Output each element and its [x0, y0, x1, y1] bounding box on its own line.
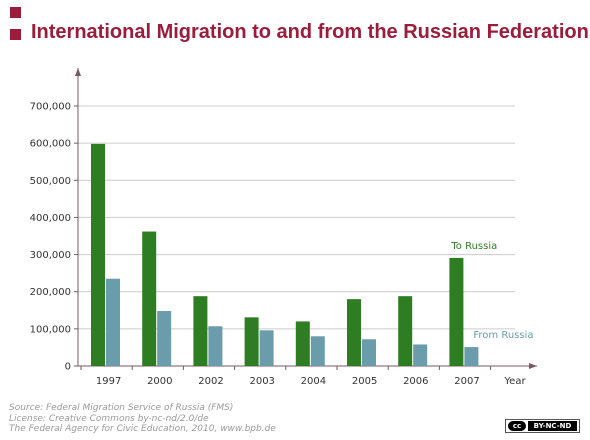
bar-from-russia: [106, 278, 120, 366]
license-line: License: Creative Commons by-nc-nd/2.0/d…: [9, 413, 209, 424]
bar-to-russia: [244, 317, 259, 366]
bar-from-russia: [157, 311, 172, 366]
bar-to-russia: [347, 299, 361, 366]
publisher-line: The Federal Agency for Civic Education, …: [9, 424, 276, 434]
y-tick-label: 100,000: [30, 324, 71, 335]
bar-to-russia: [295, 321, 310, 366]
bar-from-russia: [259, 330, 274, 366]
y-tick-label: 400,000: [30, 213, 71, 224]
cc-license-badge[interactable]: cc BY-NC-ND: [505, 419, 580, 433]
y-tick-label: 0: [65, 362, 71, 373]
x-axis-arrow: [529, 363, 537, 369]
bar-from-russia: [310, 336, 325, 366]
y-tick-label: 300,000: [30, 250, 71, 261]
bar-from-russia: [464, 347, 479, 366]
bars: [91, 143, 479, 366]
source-notes: Source: Federal Migration Service of Rus…: [9, 403, 276, 435]
x-tick-label: 2003: [249, 376, 274, 387]
chart-plot: 0 100,000 200,000 300,000 400,000 500,000 600,…: [30, 68, 537, 388]
bar-from-russia: [362, 339, 376, 366]
x-tick-label: 2004: [301, 376, 326, 387]
bar-to-russia: [193, 296, 208, 366]
bar-to-russia: [449, 257, 464, 366]
y-tick-label: 700,000: [30, 102, 71, 113]
bar-to-russia: [91, 143, 105, 366]
series-label: To Russia: [450, 241, 497, 252]
x-tick-label: 1997: [96, 376, 121, 387]
bar-from-russia: [208, 326, 223, 366]
x-tick-label: 2007: [454, 376, 479, 387]
title-marker: [10, 29, 21, 40]
x-tick-label: 2005: [352, 376, 377, 387]
cc-license-text: BY-NC-ND: [528, 421, 577, 431]
y-tick-label: 600,000: [30, 139, 71, 150]
x-tick-label: 2000: [147, 376, 172, 387]
x-tick-label: 2006: [403, 376, 428, 387]
title-marker-top: [10, 7, 21, 18]
x-axis-label: Year: [503, 376, 526, 387]
bar-to-russia: [142, 231, 157, 366]
y-axis-arrow: [75, 68, 81, 76]
y-tick-label: 500,000: [30, 176, 71, 187]
series-label: From Russia: [473, 330, 533, 341]
x-tick-label: 2002: [198, 376, 223, 387]
bar-from-russia: [413, 344, 428, 366]
y-tick-label: 200,000: [30, 287, 71, 298]
source-line: Source: Federal Migration Service of Rus…: [9, 403, 234, 413]
chart-title: International Migration to and from the …: [31, 21, 589, 43]
cc-icon: cc: [508, 421, 526, 431]
labels: 0 100,000 200,000 300,000 400,000 500,000 600,…: [30, 102, 534, 388]
bar-to-russia: [398, 296, 413, 366]
